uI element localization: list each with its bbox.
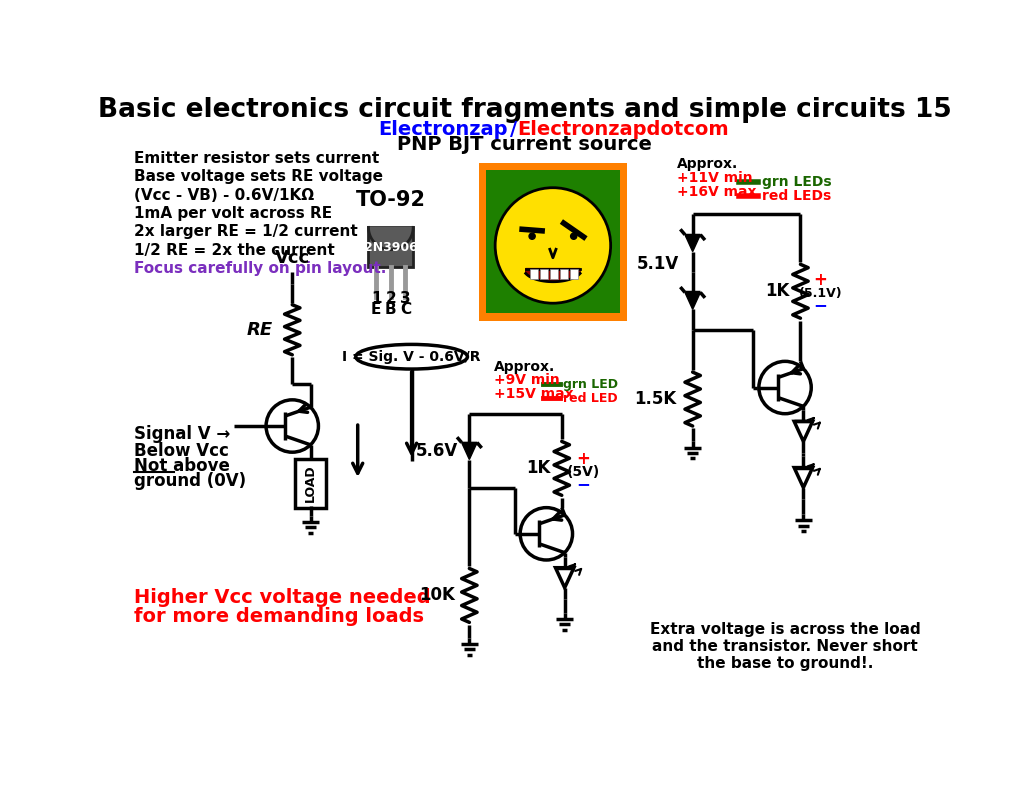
Text: Base voltage sets RE voltage: Base voltage sets RE voltage <box>134 169 383 184</box>
Circle shape <box>570 233 577 240</box>
Bar <box>550 269 558 278</box>
Polygon shape <box>462 443 477 460</box>
Text: TO-92: TO-92 <box>355 190 426 210</box>
Text: (Vcc - VB) - 0.6V/1KΩ: (Vcc - VB) - 0.6V/1KΩ <box>134 187 314 202</box>
Bar <box>540 269 548 278</box>
Polygon shape <box>685 293 700 309</box>
FancyBboxPatch shape <box>295 459 326 508</box>
Text: C: C <box>400 301 411 316</box>
Text: Approx.: Approx. <box>494 360 555 373</box>
Text: Focus carefully on pin layout.: Focus carefully on pin layout. <box>134 262 387 276</box>
Bar <box>486 170 620 312</box>
Text: −: − <box>813 296 827 314</box>
Text: 2: 2 <box>385 291 396 306</box>
Text: 2x larger RE = 1/2 current: 2x larger RE = 1/2 current <box>134 225 358 240</box>
Text: red LED: red LED <box>563 392 617 405</box>
Text: Emitter resistor sets current: Emitter resistor sets current <box>134 150 380 165</box>
Text: Below Vcc: Below Vcc <box>134 441 229 460</box>
Text: +9V min: +9V min <box>494 373 560 388</box>
Text: 1.5K: 1.5K <box>635 390 677 408</box>
Text: −: − <box>577 475 590 493</box>
Text: the base to ground!.: the base to ground!. <box>697 656 873 671</box>
Polygon shape <box>369 227 413 250</box>
Text: 1K: 1K <box>526 460 551 478</box>
Text: 2N3906: 2N3906 <box>364 241 418 254</box>
Text: 3: 3 <box>400 291 411 306</box>
Text: Electronzapdotcom: Electronzapdotcom <box>517 120 729 139</box>
Text: 5.1V: 5.1V <box>637 255 679 274</box>
Text: +16V max: +16V max <box>677 185 757 199</box>
Text: 5.6V: 5.6V <box>416 442 458 460</box>
Circle shape <box>529 233 536 240</box>
Bar <box>478 163 628 320</box>
Text: B: B <box>385 301 396 316</box>
Circle shape <box>496 187 610 303</box>
Text: Electronzap: Electronzap <box>378 120 508 139</box>
Text: 1/2 RE = 2x the current: 1/2 RE = 2x the current <box>134 243 335 258</box>
Ellipse shape <box>355 344 467 369</box>
Text: ground (0V): ground (0V) <box>134 472 247 490</box>
Text: +11V min: +11V min <box>677 171 753 185</box>
Text: RE: RE <box>247 321 273 339</box>
Text: Vcc: Vcc <box>274 249 310 267</box>
Text: 1mA per volt across RE: 1mA per volt across RE <box>134 206 333 221</box>
Text: (5.1V): (5.1V) <box>799 287 843 300</box>
Text: Higher Vcc voltage needed: Higher Vcc voltage needed <box>134 589 431 607</box>
Bar <box>529 269 539 278</box>
Text: +15V max: +15V max <box>494 388 573 401</box>
Text: I = Sig. V - 0.6V/R: I = Sig. V - 0.6V/R <box>342 350 481 364</box>
Text: Not above: Not above <box>134 457 230 475</box>
Bar <box>560 269 568 278</box>
Text: for more demanding loads: for more demanding loads <box>134 607 424 626</box>
Bar <box>569 269 579 278</box>
Text: (5V): (5V) <box>566 465 600 479</box>
FancyBboxPatch shape <box>369 227 413 267</box>
Polygon shape <box>525 269 581 282</box>
Text: 1: 1 <box>371 291 381 306</box>
Text: E: E <box>371 301 381 316</box>
Text: 10K: 10K <box>419 586 455 604</box>
Text: red LEDs: red LEDs <box>762 189 831 202</box>
Text: LOAD: LOAD <box>304 464 317 502</box>
Polygon shape <box>685 235 700 252</box>
Text: Extra voltage is across the load: Extra voltage is across the load <box>649 622 921 637</box>
Text: 1K: 1K <box>765 282 790 301</box>
Text: +: + <box>813 271 827 290</box>
Text: Signal V →: Signal V → <box>134 425 230 443</box>
Text: Basic electronics circuit fragments and simple circuits 15: Basic electronics circuit fragments and … <box>98 97 951 123</box>
Text: Approx.: Approx. <box>677 157 738 171</box>
Text: and the transistor. Never short: and the transistor. Never short <box>652 639 918 654</box>
Text: grn LEDs: grn LEDs <box>762 175 831 189</box>
Text: +: + <box>577 450 590 468</box>
Text: /: / <box>510 120 517 139</box>
Text: PNP BJT current source: PNP BJT current source <box>397 135 652 154</box>
Text: grn LED: grn LED <box>563 378 618 391</box>
